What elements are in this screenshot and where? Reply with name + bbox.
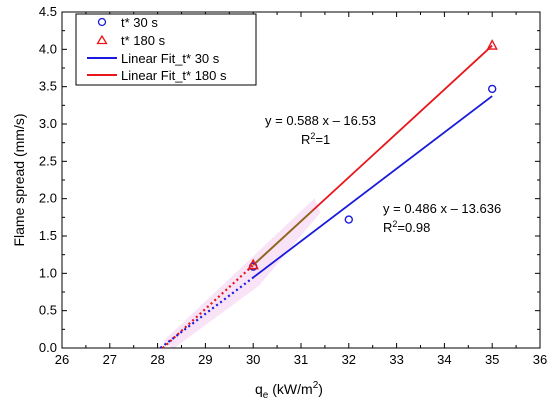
x-axis-unit-close: ) — [318, 381, 323, 397]
r2-value-30s: =0.98 — [397, 220, 430, 235]
x-tick-label: 27 — [103, 352, 117, 367]
svg-text:R2=1: R2=1 — [301, 131, 330, 147]
highlight-band — [163, 198, 321, 349]
fit-annotation-180s: y = 0.588 x – 16.53 R2=1 — [265, 113, 376, 147]
data-point-triangle — [247, 258, 259, 270]
fit-annotation-30s: y = 0.486 x – 13.636 R2=0.98 — [383, 201, 501, 235]
legend-box — [75, 13, 257, 86]
y-tick-label: 2.5 — [39, 153, 57, 168]
x-axis-unit: (kW/m — [268, 381, 312, 397]
x-tick-label: 32 — [342, 352, 356, 367]
fit-line-0 — [252, 95, 493, 279]
x-tick-label: 29 — [198, 352, 212, 367]
data-points — [247, 39, 498, 271]
r2-value-180s: =1 — [315, 132, 330, 147]
fit-overlap-segment — [252, 209, 314, 266]
x-tick-label: 26 — [55, 352, 69, 367]
fit-equation-180s: y = 0.588 x – 16.53 — [265, 113, 376, 128]
y-tick-label: 0.0 — [39, 340, 57, 355]
legend-label-180s: t* 180 s — [121, 33, 166, 48]
legend-circle-marker — [97, 17, 107, 27]
y-tick-label: 3.5 — [39, 79, 57, 94]
legend: t* 30 s t* 180 s Linear Fit_t* 30 s Line… — [75, 13, 257, 86]
x-tick-label: 35 — [485, 352, 499, 367]
data-point-circle — [344, 215, 353, 224]
fit-extrapolation-1 — [162, 264, 254, 349]
r2-sup-30s: 2 — [392, 219, 397, 229]
x-tick-label: 31 — [294, 352, 308, 367]
fit-lines — [159, 44, 493, 349]
legend-label-30s: t* 30 s — [121, 15, 158, 30]
data-point-circle — [488, 84, 497, 94]
x-axis-title: qe (kW/m2) — [255, 380, 323, 401]
axis-ticks: 26 27 28 29 30 31 32 33 34 35 36 0.0 0.5 1.0 1.5 2.0 2.5… — [39, 4, 547, 367]
highlight-region — [163, 198, 321, 349]
y-tick-label: 0.5 — [39, 303, 57, 318]
x-tick-label: 34 — [437, 352, 451, 367]
y-tick-label: 3.0 — [39, 116, 57, 131]
svg-text:R2=0.98: R2=0.98 — [383, 219, 430, 235]
x-axis-q: q — [255, 381, 263, 397]
y-tick-label: 2.0 — [39, 191, 57, 206]
x-axis-sup: 2 — [313, 380, 319, 391]
data-point-triangle — [486, 39, 498, 50]
y-tick-label: 4.5 — [39, 4, 57, 19]
x-tick-label: 36 — [533, 352, 547, 367]
legend-triangle-marker — [96, 34, 108, 45]
x-tick-label: 33 — [389, 352, 403, 367]
r2-sup-180s: 2 — [310, 131, 315, 141]
x-axis-sub: e — [263, 390, 269, 401]
r2-prefix-180s: R — [301, 132, 310, 147]
fit-equation-30s: y = 0.486 x – 13.636 — [383, 201, 501, 216]
y-tick-label: 1.5 — [39, 228, 57, 243]
x-tick-label: 30 — [246, 352, 260, 367]
x-tick-label: 28 — [150, 352, 164, 367]
y-tick-label: 4.0 — [39, 41, 57, 56]
legend-label-fit-30s: Linear Fit_t* 30 s — [121, 51, 220, 66]
y-axis-title: Flame spread (mm/s) — [11, 113, 27, 246]
r2-prefix-30s: R — [383, 220, 392, 235]
legend-label-fit-180s: Linear Fit_t* 180 s — [121, 68, 227, 83]
y-tick-label: 1.0 — [39, 265, 57, 280]
